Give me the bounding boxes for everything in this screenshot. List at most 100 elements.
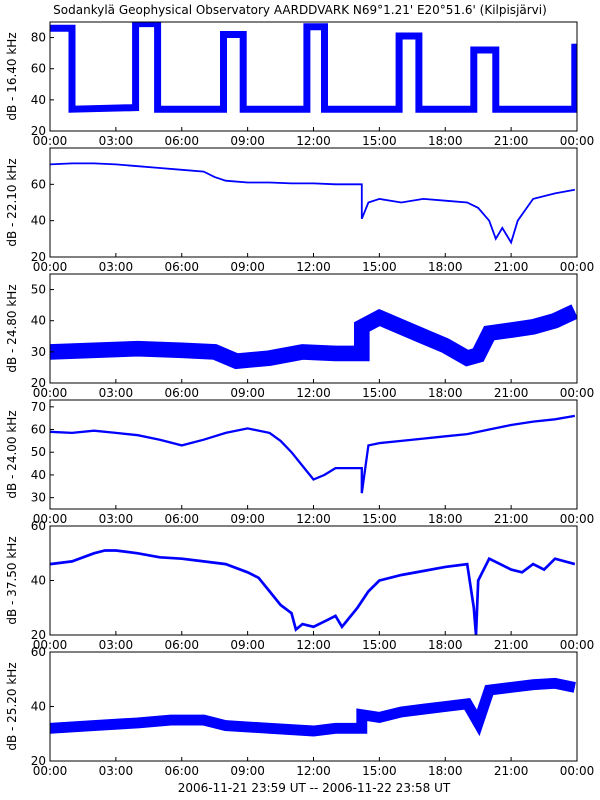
x-tick-label: 00:00 <box>560 386 595 400</box>
y-axis-label: dB - 25.20 kHz <box>5 662 19 750</box>
series-group <box>50 162 575 245</box>
x-tick-label: 21:00 <box>494 134 529 148</box>
series-trace-1 <box>50 550 575 635</box>
x-tick-label: 09:00 <box>230 764 265 778</box>
x-tick-label: 12:00 <box>296 260 331 274</box>
panel-5: 20 40 60 00:00 03:00 06:00 09:00 12:00 15:00 18:0… <box>5 519 594 652</box>
y-tick-label: 50 <box>31 283 46 297</box>
x-tick-label: 03:00 <box>99 260 134 274</box>
y-tick-label: 20 <box>31 124 46 138</box>
x-tick-label: 03:00 <box>99 638 134 652</box>
panel-1: 20 40 60 80 00:00 03:00 06:00 09:00 12:00 15:00 18… <box>5 21 595 148</box>
x-tick-label: 21:00 <box>494 386 529 400</box>
x-tick-label: 21:00 <box>494 638 529 652</box>
series-trace-1 <box>50 415 575 494</box>
x-tick-label: 18:00 <box>428 638 463 652</box>
x-tick-label: 12:00 <box>296 764 331 778</box>
series-group <box>50 304 577 370</box>
x-tick-label: 09:00 <box>230 134 265 148</box>
series-line-1 <box>50 304 577 370</box>
x-tick-label: 00:00 <box>33 764 68 778</box>
x-tick-label: 06:00 <box>164 134 199 148</box>
x-tick-label: 00:00 <box>33 134 68 148</box>
panel-frame <box>49 399 578 510</box>
x-tick-label: 00:00 <box>560 764 595 778</box>
x-tick-label: 09:00 <box>230 512 265 526</box>
x-tick-label: 03:00 <box>99 512 134 526</box>
series-line-1 <box>50 549 576 635</box>
x-tick-label: 09:00 <box>230 260 265 274</box>
x-tick-label: 00:00 <box>560 638 595 652</box>
x-tick-label: 15:00 <box>362 386 397 400</box>
y-tick-label: 30 <box>31 491 46 505</box>
panel-3: 20 30 40 50 00:00 03:00 06:00 09:00 12:00 15:00 18… <box>5 273 595 400</box>
series-group <box>50 677 576 737</box>
x-tick-label: 18:00 <box>428 134 463 148</box>
x-tick-label: 15:00 <box>362 764 397 778</box>
x-tick-label: 12:00 <box>296 134 331 148</box>
y-tick-label: 60 <box>31 62 46 76</box>
y-tick-label: 20 <box>31 250 46 264</box>
x-tick-label: 00:00 <box>560 512 595 526</box>
x-tick-label: 18:00 <box>428 512 463 526</box>
y-axis-label: dB - 16.40 kHz <box>5 32 19 120</box>
x-tick-label: 00:00 <box>33 512 68 526</box>
y-tick-label: 40 <box>31 93 46 107</box>
series-line-1 <box>50 414 575 494</box>
x-tick-label: 03:00 <box>99 764 134 778</box>
x-tick-label: 12:00 <box>296 638 331 652</box>
x-tick-label: 15:00 <box>362 512 397 526</box>
y-axis-label: dB - 24.80 kHz <box>5 284 19 372</box>
x-tick-label: 06:00 <box>164 260 199 274</box>
y-tick-label: 40 <box>31 214 46 228</box>
y-tick-label: 40 <box>31 314 46 328</box>
panel-2: 20 40 60 00:00 03:00 06:00 09:00 12:00 15:00 18:0… <box>5 147 595 274</box>
figure-title: Sodankylä Geophysical Observatory AARDDV… <box>53 3 547 17</box>
panels: 20 40 60 80 00:00 03:00 06:00 09:00 12:00 15:00 18… <box>5 21 595 778</box>
series-line-1 <box>50 162 575 245</box>
x-tick-label: 15:00 <box>362 134 397 148</box>
x-tick-label: 15:00 <box>362 638 397 652</box>
series-group <box>50 414 575 494</box>
series-group <box>50 549 576 635</box>
x-tick-label: 09:00 <box>230 386 265 400</box>
x-tick-label: 18:00 <box>428 260 463 274</box>
x-tick-label: 00:00 <box>560 260 595 274</box>
time-range-footer: 2006-11-21 23:59 UT -- 2006-11-22 23:58 … <box>178 781 451 795</box>
y-axis-label: dB - 37.50 kHz <box>5 536 19 624</box>
x-tick-label: 18:00 <box>428 764 463 778</box>
x-tick-label: 18:00 <box>428 386 463 400</box>
series-group <box>50 22 577 113</box>
y-tick-label: 70 <box>31 400 46 414</box>
y-tick-label: 60 <box>31 423 46 437</box>
x-tick-label: 00:00 <box>560 134 595 148</box>
panel-frame <box>49 147 578 258</box>
series-trace-1 <box>50 162 575 244</box>
y-tick-label: 20 <box>31 376 46 390</box>
x-tick-label: 03:00 <box>99 134 134 148</box>
x-tick-label: 00:00 <box>33 638 68 652</box>
y-tick-label: 30 <box>31 345 46 359</box>
x-tick-label: 21:00 <box>494 260 529 274</box>
y-tick-label: 20 <box>31 754 46 768</box>
x-tick-label: 06:00 <box>164 638 199 652</box>
x-tick-label: 12:00 <box>296 386 331 400</box>
y-tick-label: 60 <box>31 519 46 533</box>
panel-frame <box>49 525 578 636</box>
series-trace-1 <box>50 682 575 732</box>
y-tick-label: 60 <box>31 645 46 659</box>
panel-frame <box>49 651 578 762</box>
x-tick-label: 06:00 <box>164 512 199 526</box>
y-tick-label: 50 <box>31 445 46 459</box>
x-tick-label: 06:00 <box>164 764 199 778</box>
y-tick-label: 80 <box>31 31 46 45</box>
x-tick-label: 09:00 <box>230 638 265 652</box>
x-tick-label: 00:00 <box>33 260 68 274</box>
y-axis-label: dB - 22.10 kHz <box>5 158 19 246</box>
y-tick-label: 60 <box>31 177 46 191</box>
x-tick-label: 00:00 <box>33 386 68 400</box>
panel-4: 30 40 50 60 70 00:00 03:00 06:00 09:00 12:00 15:00… <box>5 399 595 526</box>
panel-6: 20 40 60 00:00 03:00 06:00 09:00 12:00 15:00 18:0… <box>5 645 594 778</box>
y-tick-label: 40 <box>31 468 46 482</box>
